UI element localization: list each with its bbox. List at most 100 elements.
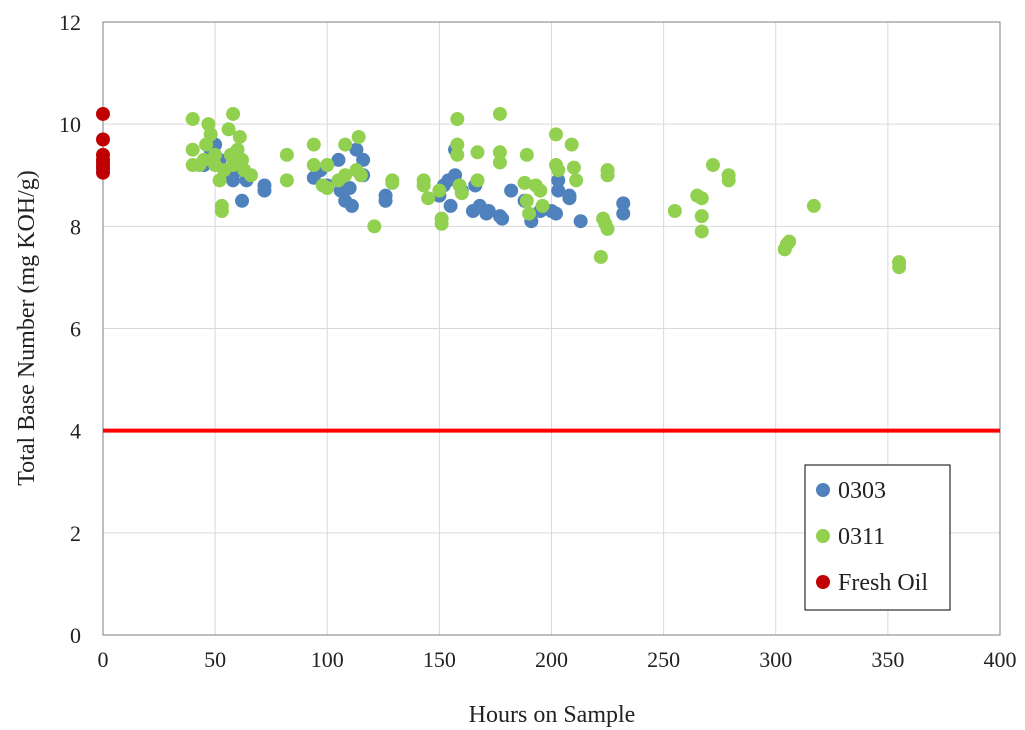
- legend-marker: [816, 575, 830, 589]
- data-point: [385, 175, 400, 190]
- y-tick-label: 0: [70, 623, 81, 648]
- data-point: [226, 106, 241, 121]
- data-point: [535, 198, 550, 213]
- data-point: [356, 152, 371, 167]
- data-point: [196, 152, 211, 167]
- data-point: [548, 206, 563, 221]
- data-point: [492, 145, 507, 160]
- y-tick-label: 4: [70, 419, 81, 444]
- data-point: [892, 260, 907, 275]
- data-points: [96, 106, 907, 275]
- data-point: [279, 147, 294, 162]
- legend-label: 0311: [838, 524, 885, 550]
- data-point: [344, 198, 359, 213]
- data-point: [450, 137, 465, 152]
- plot-area-border: [102, 21, 1001, 636]
- y-tick-label: 2: [70, 521, 81, 546]
- data-point: [338, 137, 353, 152]
- data-point: [517, 175, 532, 190]
- data-point: [566, 160, 581, 175]
- data-point: [694, 209, 709, 224]
- data-point: [593, 249, 608, 264]
- data-point: [367, 219, 382, 234]
- data-point: [600, 168, 615, 183]
- data-point: [551, 173, 566, 188]
- data-point: [551, 183, 566, 198]
- data-point: [450, 112, 465, 127]
- data-point: [519, 193, 534, 208]
- data-point: [185, 142, 200, 157]
- y-tick-label: 6: [70, 317, 81, 342]
- data-point: [331, 152, 346, 167]
- data-point: [551, 163, 566, 178]
- data-point: [349, 142, 364, 157]
- data-point: [470, 145, 485, 160]
- data-point: [432, 183, 447, 198]
- data-point: [694, 191, 709, 206]
- data-point: [320, 181, 335, 196]
- data-point: [434, 216, 449, 231]
- y-tick-label: 8: [70, 214, 81, 239]
- x-tick-label: 0: [98, 647, 109, 672]
- y-tick-label: 12: [59, 10, 81, 35]
- data-point: [306, 158, 321, 173]
- data-point: [705, 158, 720, 173]
- legend: 0303 0311 Fresh Oil: [804, 464, 951, 611]
- data-point: [504, 183, 519, 198]
- data-point: [279, 173, 294, 188]
- x-tick-label: 400: [984, 647, 1017, 672]
- data-point: [185, 112, 200, 127]
- x-tick-label: 150: [423, 647, 456, 672]
- data-point: [600, 221, 615, 236]
- data-point: [492, 106, 507, 121]
- data-point: [203, 127, 218, 142]
- data-point: [495, 211, 510, 226]
- data-point: [96, 106, 110, 121]
- x-tick-label: 250: [647, 647, 680, 672]
- data-point: [214, 204, 229, 219]
- data-point: [208, 147, 223, 162]
- data-point: [320, 158, 335, 173]
- data-point: [522, 206, 537, 221]
- data-point: [569, 173, 584, 188]
- data-point: [782, 234, 797, 249]
- data-point: [450, 147, 465, 162]
- legend-marker: [816, 529, 830, 543]
- data-point: [694, 224, 709, 239]
- x-axis-tick-labels: 0 50 100 150 200 250 300 350 400: [98, 647, 1017, 672]
- data-point: [338, 168, 353, 183]
- legend-marker: [816, 483, 830, 497]
- data-point: [232, 129, 247, 144]
- data-point: [96, 165, 110, 180]
- data-point: [806, 198, 821, 213]
- data-point: [573, 214, 588, 229]
- data-point: [548, 127, 563, 142]
- data-point: [351, 129, 366, 144]
- data-point: [667, 204, 682, 219]
- y-axis-tick-labels: 0 2 4 6 8 10 12: [59, 10, 81, 648]
- data-point: [562, 191, 577, 206]
- series-fresh-oil: [96, 106, 110, 180]
- data-point: [306, 137, 321, 152]
- data-point: [421, 191, 436, 206]
- data-point: [533, 183, 548, 198]
- data-point: [519, 147, 534, 162]
- data-point: [721, 173, 736, 188]
- legend-label: Fresh Oil: [838, 570, 928, 596]
- data-point: [470, 173, 485, 188]
- x-tick-label: 300: [759, 647, 792, 672]
- data-point: [96, 132, 110, 147]
- data-point: [443, 198, 458, 213]
- data-point: [564, 137, 579, 152]
- data-point: [257, 178, 272, 193]
- data-point: [353, 168, 368, 183]
- y-tick-label: 10: [59, 112, 81, 137]
- data-point: [235, 193, 250, 208]
- data-point: [616, 206, 631, 221]
- legend-label: 0303: [838, 478, 886, 504]
- x-tick-label: 350: [871, 647, 904, 672]
- series-0311: [185, 106, 907, 275]
- data-point: [492, 155, 507, 170]
